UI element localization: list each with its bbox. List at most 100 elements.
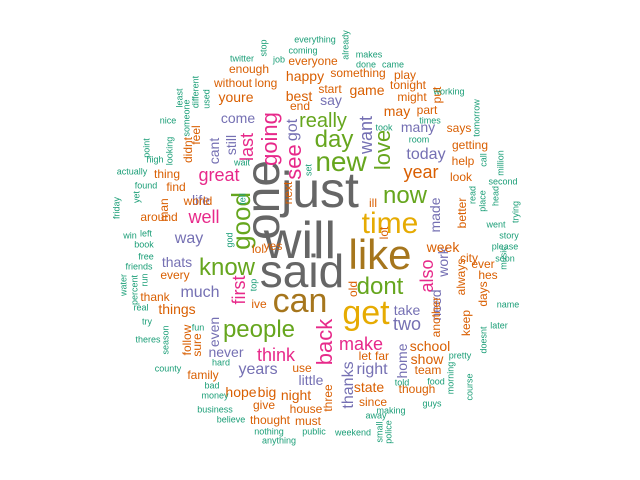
word-well: well xyxy=(188,207,220,227)
word-going: going xyxy=(257,112,282,166)
word-making: making xyxy=(376,405,406,416)
word-weekend: weekend xyxy=(334,427,372,438)
word-things: things xyxy=(158,301,196,317)
word-three: three xyxy=(321,384,335,412)
word-took: took xyxy=(375,122,393,133)
word-week: week xyxy=(426,239,460,255)
word-friends: friends xyxy=(125,261,153,272)
word-night: night xyxy=(280,387,312,403)
word-run: run xyxy=(139,273,150,287)
word-time: time xyxy=(361,207,419,240)
word-real: real xyxy=(133,302,149,313)
word-since: since xyxy=(358,395,388,409)
word-trying: trying xyxy=(510,200,521,224)
word-life: life xyxy=(192,192,210,208)
word-everything: everything xyxy=(294,34,336,45)
word-may: may xyxy=(383,103,411,119)
word-course: course xyxy=(464,373,475,401)
word-great: great xyxy=(198,165,240,185)
word-first: first xyxy=(229,275,249,305)
word-might: might xyxy=(397,90,427,104)
word-guys: guys xyxy=(422,398,442,409)
word-left: left xyxy=(139,228,153,239)
word-now: now xyxy=(382,182,428,209)
word-soon: soon xyxy=(495,253,515,264)
word-water: water xyxy=(118,273,129,297)
word-man: man xyxy=(157,198,171,222)
word-days: days xyxy=(476,281,490,307)
word-school: school xyxy=(409,338,451,354)
word-done: done xyxy=(355,59,377,70)
word-though: though xyxy=(398,382,436,396)
word-world: world xyxy=(183,194,213,208)
word-season: season xyxy=(160,325,171,355)
word-way: way xyxy=(174,230,204,247)
word-found: found xyxy=(134,180,158,191)
word-book: book xyxy=(134,239,154,250)
word-still: still xyxy=(223,134,239,156)
word-head: head xyxy=(490,185,501,207)
word-help: help xyxy=(451,154,475,168)
word-city: city xyxy=(460,251,478,265)
word-working: working xyxy=(433,86,465,97)
word-county: county xyxy=(154,363,182,374)
word-right: right xyxy=(356,361,388,378)
word-came: came xyxy=(381,59,405,70)
word-end: end xyxy=(289,99,311,113)
word-stop: stop xyxy=(258,39,269,57)
word-use: use xyxy=(292,361,312,375)
word-will: will xyxy=(263,212,337,270)
word-room: room xyxy=(408,134,430,145)
word-win: win xyxy=(123,230,137,241)
word-really: really xyxy=(299,110,347,132)
word-went: went xyxy=(486,219,506,230)
word-happy: happy xyxy=(285,68,325,84)
word-even: even xyxy=(206,316,222,348)
word-second: second xyxy=(488,176,518,187)
word-thats: thats xyxy=(161,254,193,270)
word-keep: keep xyxy=(459,309,473,337)
word-police: police xyxy=(383,420,394,444)
word-believe: believe xyxy=(216,414,246,425)
word-times: times xyxy=(419,115,441,126)
word-many: many xyxy=(400,119,436,135)
word-away: away xyxy=(365,410,387,421)
word-ill: ill xyxy=(369,196,377,210)
word-story: story xyxy=(499,230,519,241)
word-house: house xyxy=(289,402,323,416)
word-without: without xyxy=(213,76,253,90)
word-take: take xyxy=(393,302,421,318)
word-set: set xyxy=(303,163,314,177)
word-made: made xyxy=(427,197,443,233)
word-home: home xyxy=(394,343,410,379)
word-later: later xyxy=(490,320,508,331)
word-try: try xyxy=(142,316,152,327)
word-people: people xyxy=(222,316,296,343)
word-says: says xyxy=(446,121,472,135)
word-thing: thing xyxy=(153,167,181,181)
word-get: get xyxy=(342,294,390,332)
word-business: business xyxy=(197,404,233,415)
word-big: big xyxy=(257,384,277,400)
word-please: please xyxy=(491,241,519,252)
word-job: job xyxy=(272,54,286,65)
word-makes: makes xyxy=(355,49,383,60)
word-twitter: twitter xyxy=(229,53,255,64)
word-far: far xyxy=(374,349,390,363)
word-coming: coming xyxy=(288,45,318,56)
word-see: see xyxy=(281,144,306,180)
word-cant: cant xyxy=(206,137,222,165)
word-theres: theres xyxy=(135,334,161,345)
word-must: must xyxy=(294,414,322,428)
word-team: team xyxy=(414,363,442,377)
word-money: money xyxy=(201,390,229,401)
word-today: today xyxy=(406,146,446,163)
word-back: back xyxy=(312,318,337,366)
word-food: food xyxy=(427,376,445,387)
word-public: public xyxy=(302,426,326,437)
word-nothing: nothing xyxy=(254,426,284,437)
word-next: next xyxy=(281,181,295,205)
word-another: another xyxy=(429,296,443,338)
